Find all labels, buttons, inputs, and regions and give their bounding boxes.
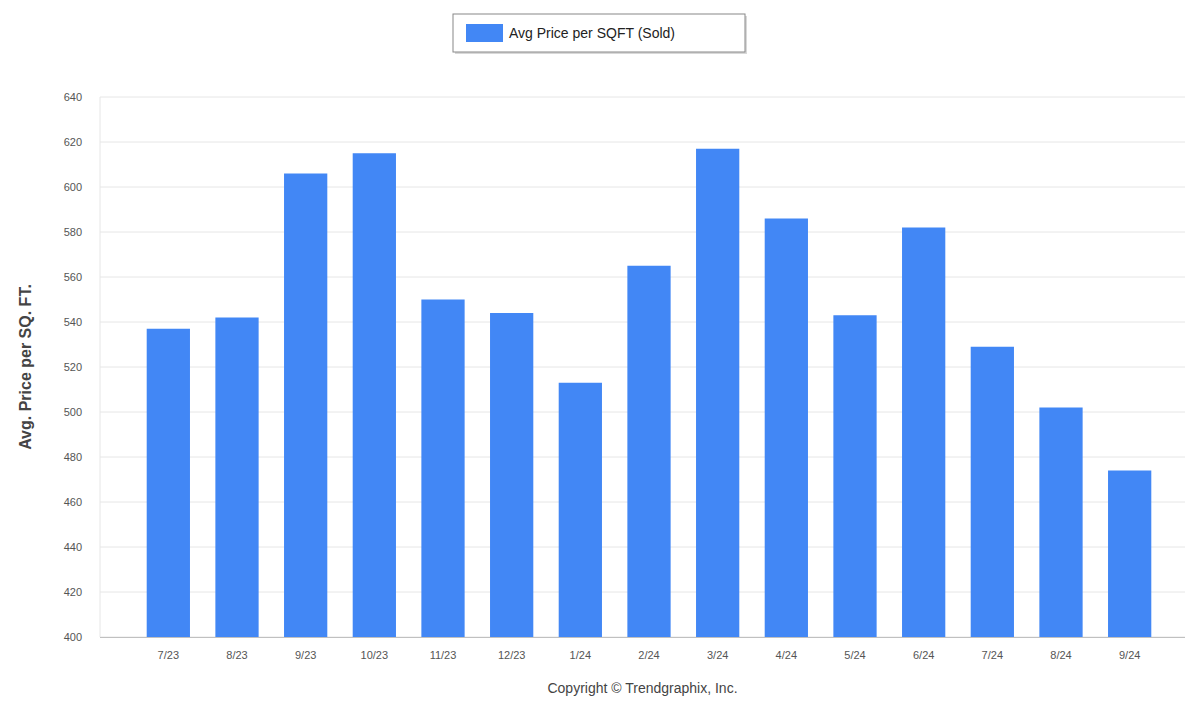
y-tick-label: 460 xyxy=(64,496,82,508)
bar xyxy=(1108,471,1151,638)
x-tick-label: 11/23 xyxy=(430,649,457,661)
legend-swatch xyxy=(466,24,503,42)
bar xyxy=(1039,408,1082,638)
y-tick-label: 580 xyxy=(64,226,82,238)
bar xyxy=(215,318,258,638)
legend-box xyxy=(453,14,745,52)
x-tick-label: 12/23 xyxy=(498,649,526,661)
x-axis-line xyxy=(100,637,1185,638)
grid-line xyxy=(100,232,1185,233)
chart: 400 420 440 460 480 500 520 540 560 580 600 620 640 7… xyxy=(0,0,1200,704)
bar xyxy=(147,329,190,637)
y-tick-label: 620 xyxy=(64,136,82,148)
x-tick-label: 9/24 xyxy=(1119,649,1140,661)
y-tick-label: 440 xyxy=(64,541,82,553)
x-tick-label: 10/23 xyxy=(361,649,389,661)
x-tick-label: 2/24 xyxy=(638,649,659,661)
grid-line xyxy=(100,142,1185,143)
y-tick-label: 560 xyxy=(64,271,82,283)
bar xyxy=(353,153,396,637)
bar xyxy=(284,174,327,638)
bar xyxy=(765,219,808,638)
y-tick-label: 520 xyxy=(64,361,82,373)
grid-line xyxy=(100,187,1185,188)
copyright: Copyright © Trendgraphix, Inc. xyxy=(547,680,737,696)
bar xyxy=(490,313,533,637)
x-tick-label: 7/24 xyxy=(982,649,1003,661)
bar xyxy=(902,228,945,638)
x-tick-label: 4/24 xyxy=(776,649,797,661)
bar xyxy=(421,300,464,638)
bar xyxy=(559,383,602,637)
bar xyxy=(696,149,739,637)
y-tick-label: 540 xyxy=(64,316,82,328)
y-tick-label: 640 xyxy=(64,91,82,103)
x-tick-label: 3/24 xyxy=(707,649,728,661)
legend: Avg Price per SQFT (Sold) xyxy=(453,14,747,54)
legend-label: Avg Price per SQFT (Sold) xyxy=(509,25,675,41)
y-tick-label: 600 xyxy=(64,181,82,193)
x-tick-label: 1/24 xyxy=(570,649,591,661)
y-tick-label: 500 xyxy=(64,406,82,418)
y-tick-label: 480 xyxy=(64,451,82,463)
y-tick-label: 400 xyxy=(64,631,82,643)
x-tick-label: 8/24 xyxy=(1050,649,1071,661)
x-tick-label: 5/24 xyxy=(844,649,865,661)
y-axis-line xyxy=(100,97,101,637)
y-tick-label: 420 xyxy=(64,586,82,598)
x-tick-label: 7/23 xyxy=(158,649,179,661)
bar xyxy=(833,315,876,637)
x-tick-label: 9/23 xyxy=(295,649,316,661)
bars xyxy=(147,149,1152,637)
bar xyxy=(971,347,1014,637)
x-tick-label: 8/23 xyxy=(226,649,247,661)
grid-line xyxy=(100,97,1185,98)
y-axis-title: Avg. Price per SQ. FT. xyxy=(17,284,34,450)
x-tick-label: 6/24 xyxy=(913,649,934,661)
bar xyxy=(627,266,670,637)
